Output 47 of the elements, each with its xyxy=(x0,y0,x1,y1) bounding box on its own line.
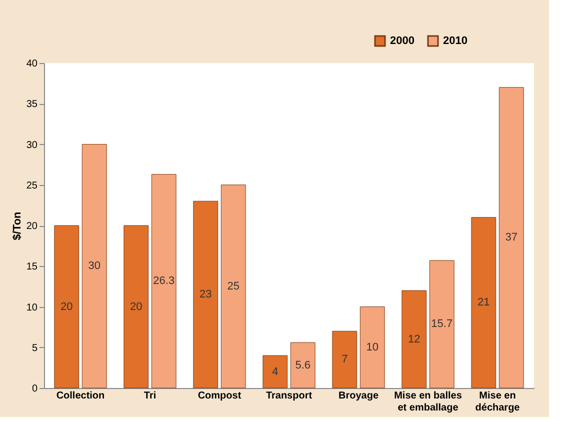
bar xyxy=(471,217,496,388)
y-tick-label: 25 xyxy=(26,180,38,192)
x-tick-label: Mise en balles et emballage xyxy=(394,390,462,414)
legend-label: 2000 xyxy=(390,35,414,47)
bar xyxy=(429,260,454,388)
data-label: 4 xyxy=(272,366,278,378)
data-label: 23 xyxy=(200,288,212,301)
y-tick-label: 30 xyxy=(26,140,38,151)
data-label: 5.6 xyxy=(295,359,311,372)
data-label: 15.7 xyxy=(431,318,453,330)
bar xyxy=(151,174,176,388)
data-label: 20 xyxy=(130,300,142,313)
data-label: 25 xyxy=(227,280,240,292)
x-tick-label: Tri xyxy=(144,390,156,402)
x-tick-label: Mise en décharge xyxy=(475,390,520,414)
bar xyxy=(193,200,218,388)
bar xyxy=(82,144,107,388)
bar xyxy=(332,330,358,388)
y-tick-label: 5 xyxy=(32,342,38,354)
data-label: 10 xyxy=(366,341,378,354)
x-tick-label: Compost xyxy=(198,390,242,402)
y-tick-label: 40 xyxy=(26,58,38,70)
data-label: 30 xyxy=(88,260,100,272)
bar xyxy=(360,306,385,388)
x-tick-label: Collection xyxy=(56,390,105,402)
data-label: 7 xyxy=(342,354,348,366)
y-tick-label: 10 xyxy=(26,302,38,314)
bar xyxy=(54,225,80,388)
data-label: 20 xyxy=(60,300,73,313)
y-tick-label: 15 xyxy=(26,262,38,273)
bar xyxy=(290,342,316,388)
x-tick-label: Broyage xyxy=(338,390,379,402)
bar xyxy=(402,290,427,388)
bar xyxy=(262,355,288,388)
y-tick-label: 20 xyxy=(26,221,38,232)
y-axis-title: $/Ton xyxy=(11,211,24,240)
legend-label: 2010 xyxy=(443,35,468,47)
bar xyxy=(498,87,524,388)
bar xyxy=(220,184,246,388)
x-tick-label: Transport xyxy=(266,390,313,402)
data-label: 12 xyxy=(408,333,420,346)
bar xyxy=(124,225,149,388)
data-label: 26.3 xyxy=(153,275,175,288)
y-tick-label: 35 xyxy=(26,99,38,110)
y-tick-label: 0 xyxy=(32,384,38,394)
data-label: 21 xyxy=(478,296,490,309)
data-label: 37 xyxy=(505,232,518,244)
